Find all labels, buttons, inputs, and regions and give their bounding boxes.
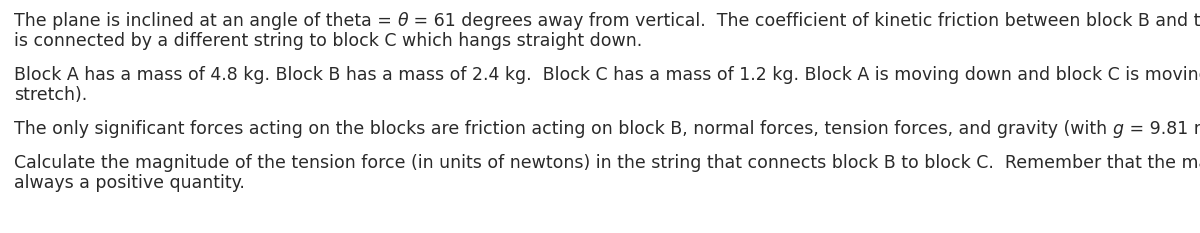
Text: Calculate the magnitude of the tension force (in units of newtons) in the string: Calculate the magnitude of the tension f… [14, 154, 1200, 172]
Text: θ: θ [397, 12, 408, 30]
Text: The plane is inclined at an angle of theta =: The plane is inclined at an angle of the… [14, 12, 397, 30]
Text: Block A has a mass of 4.8 kg. Block B has a mass of 2.4 kg.  Block C has a mass : Block A has a mass of 4.8 kg. Block B ha… [14, 66, 1200, 84]
Text: always a positive quantity.: always a positive quantity. [14, 174, 245, 192]
Text: is connected by a different string to block C which hangs straight down.: is connected by a different string to bl… [14, 32, 642, 50]
Text: The only significant forces acting on the blocks are friction acting on block B,: The only significant forces acting on th… [14, 120, 1112, 138]
Text: = 9.81 m/s²).: = 9.81 m/s²). [1123, 120, 1200, 138]
Text: = 61 degrees away from vertical.  The coefficient of kinetic friction between bl: = 61 degrees away from vertical. The coe… [408, 12, 1200, 30]
Text: g: g [1112, 120, 1123, 138]
Text: stretch).: stretch). [14, 86, 88, 104]
